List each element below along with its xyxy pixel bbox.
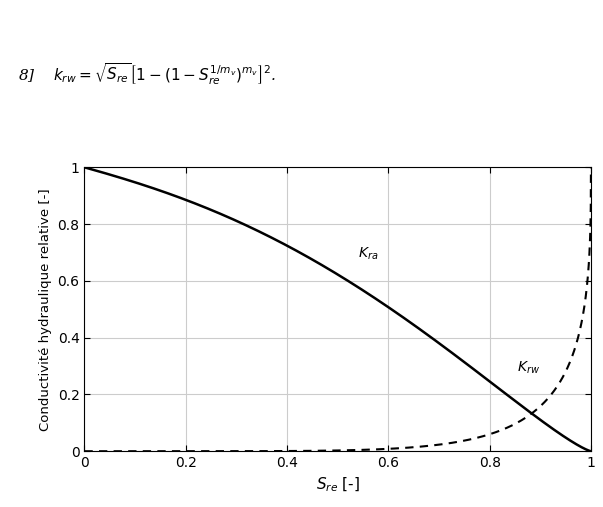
Y-axis label: Conductivité hydraulique relative [-]: Conductivité hydraulique relative [-] bbox=[39, 188, 52, 430]
Text: $K_{ra}$: $K_{ra}$ bbox=[358, 246, 378, 262]
Text: 8]    $k_{rw} = \sqrt{S_{re}}\left[1-(1-S_{re}^{1/m_v})^{m_v}\right]^2$.: 8] $k_{rw} = \sqrt{S_{re}}\left[1-(1-S_{… bbox=[18, 61, 276, 87]
Text: $K_{rw}$: $K_{rw}$ bbox=[517, 359, 540, 376]
X-axis label: $S_{re}$ [-]: $S_{re}$ [-] bbox=[315, 476, 360, 494]
